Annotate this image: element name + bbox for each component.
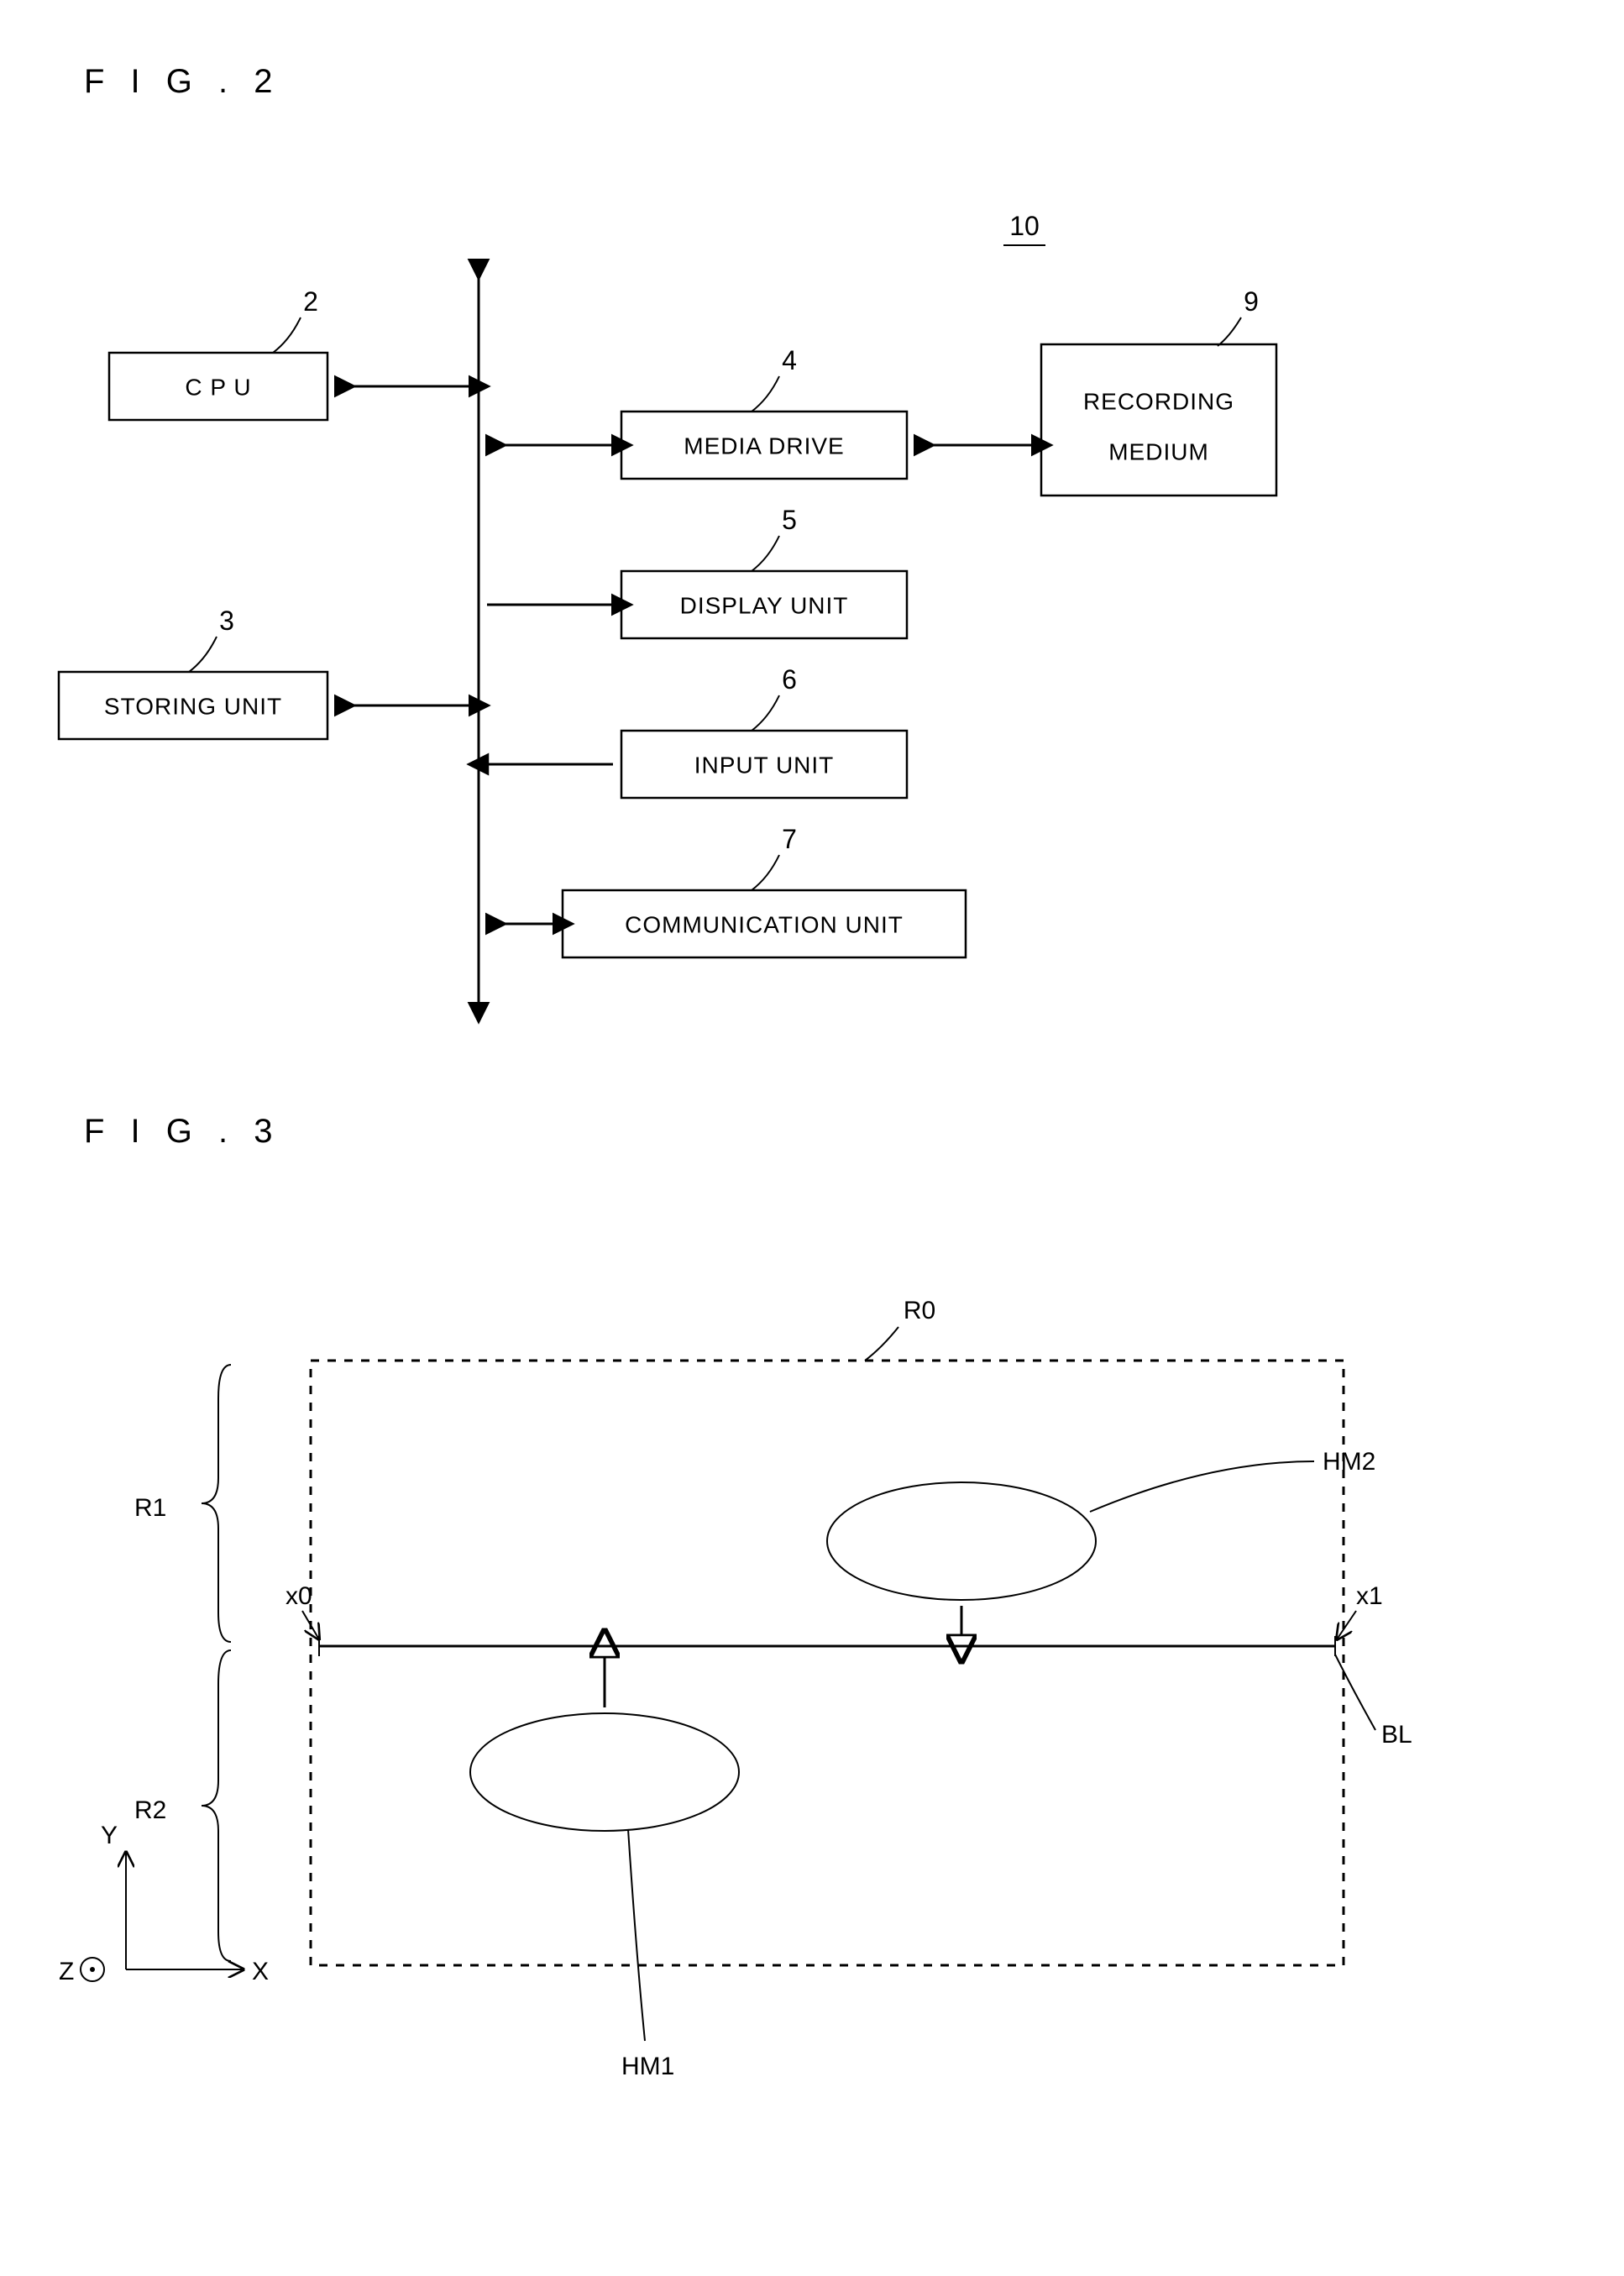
r2-brace bbox=[202, 1650, 231, 1961]
comm-text: COMMUNICATION UNIT bbox=[625, 911, 904, 937]
display-leader bbox=[752, 536, 779, 571]
x-label: X bbox=[252, 1958, 269, 1985]
cpu-leader bbox=[273, 317, 301, 353]
r1-brace bbox=[202, 1365, 231, 1642]
recording-leader bbox=[1218, 317, 1241, 346]
media-drive-leader bbox=[752, 376, 779, 412]
x0-label: x0 bbox=[286, 1582, 312, 1610]
axes: Y X Z bbox=[59, 1822, 269, 1985]
r0-rect bbox=[311, 1361, 1344, 1965]
hm1-label: HM1 bbox=[621, 2053, 674, 2080]
display-text: DISPLAY UNIT bbox=[680, 592, 849, 618]
fig3: F I G . 3 R0 x0 x1 BL R1 R2 HM2 bbox=[59, 1113, 1412, 2080]
recording-box bbox=[1041, 344, 1276, 496]
recording-block: RECORDING MEDIUM 9 bbox=[915, 286, 1276, 496]
hm1-ellipse bbox=[470, 1713, 739, 1831]
storing-text: STORING UNIT bbox=[104, 693, 282, 719]
r0-leader bbox=[865, 1327, 898, 1361]
comm-leader bbox=[752, 855, 779, 890]
x1-label: x1 bbox=[1356, 1582, 1383, 1610]
hm2-leader bbox=[1090, 1461, 1314, 1512]
fig2: F I G . 2 10 C P U 2 STORING UNIT 3 bbox=[59, 63, 1276, 1004]
storing-block: STORING UNIT 3 bbox=[59, 606, 470, 739]
storing-leader bbox=[189, 637, 217, 672]
input-block: INPUT UNIT 6 bbox=[487, 664, 907, 798]
y-label: Y bbox=[101, 1822, 118, 1849]
hm1-leader bbox=[628, 1829, 645, 2041]
hm2-ellipse bbox=[827, 1482, 1096, 1600]
cpu-block: C P U 2 bbox=[109, 286, 470, 420]
recording-text-2: MEDIUM bbox=[1108, 438, 1209, 464]
fig2-system-ref: 10 bbox=[1009, 211, 1040, 241]
bl-leader bbox=[1335, 1655, 1375, 1730]
media-drive-block: MEDIA DRIVE 4 bbox=[487, 345, 907, 479]
media-drive-num: 4 bbox=[782, 345, 797, 375]
display-num: 5 bbox=[782, 505, 797, 535]
r1-label: R1 bbox=[134, 1494, 166, 1522]
input-num: 6 bbox=[782, 664, 797, 695]
input-text: INPUT UNIT bbox=[694, 752, 835, 778]
cpu-num: 2 bbox=[303, 286, 318, 317]
r2-label: R2 bbox=[134, 1796, 166, 1824]
display-block: DISPLAY UNIT 5 bbox=[487, 505, 907, 638]
cpu-text: C P U bbox=[185, 374, 251, 400]
hm2-label: HM2 bbox=[1323, 1448, 1375, 1476]
fig2-label: F I G . 2 bbox=[84, 63, 280, 100]
diagram-canvas: F I G . 2 10 C P U 2 STORING UNIT 3 bbox=[0, 0, 1624, 2276]
recording-num: 9 bbox=[1244, 286, 1259, 317]
x0-arrow bbox=[302, 1611, 319, 1639]
z-axis-dot bbox=[90, 1967, 95, 1972]
z-label: Z bbox=[59, 1958, 74, 1985]
x1-arrow bbox=[1337, 1611, 1356, 1639]
comm-num: 7 bbox=[782, 824, 797, 854]
media-drive-text: MEDIA DRIVE bbox=[684, 433, 844, 459]
r0-label: R0 bbox=[904, 1297, 935, 1324]
bl-label: BL bbox=[1381, 1721, 1412, 1749]
recording-text-1: RECORDING bbox=[1083, 388, 1234, 414]
fig3-label: F I G . 3 bbox=[84, 1113, 280, 1150]
comm-block: COMMUNICATION UNIT 7 bbox=[487, 824, 966, 957]
input-leader bbox=[752, 695, 779, 731]
storing-num: 3 bbox=[219, 606, 234, 636]
